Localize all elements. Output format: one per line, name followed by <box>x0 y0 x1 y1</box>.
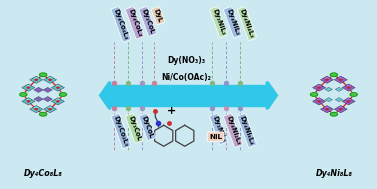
Polygon shape <box>335 87 343 91</box>
Circle shape <box>59 93 67 96</box>
Polygon shape <box>51 84 64 91</box>
Circle shape <box>330 112 337 116</box>
Circle shape <box>49 109 51 110</box>
Polygon shape <box>54 84 62 88</box>
Circle shape <box>318 101 320 102</box>
Circle shape <box>57 101 59 102</box>
Polygon shape <box>315 98 323 101</box>
Polygon shape <box>337 76 345 80</box>
Circle shape <box>20 93 27 96</box>
Text: Dy₂NiL₂: Dy₂NiL₂ <box>211 115 226 143</box>
Text: Dy₄Ni₈L₈: Dy₄Ni₈L₈ <box>316 169 352 178</box>
Circle shape <box>49 79 51 80</box>
Circle shape <box>348 87 350 88</box>
Polygon shape <box>30 106 43 113</box>
Polygon shape <box>32 106 40 109</box>
Polygon shape <box>34 97 43 102</box>
Polygon shape <box>32 76 40 80</box>
Polygon shape <box>46 76 54 80</box>
Polygon shape <box>54 98 62 101</box>
Polygon shape <box>34 87 43 92</box>
Polygon shape <box>345 84 352 88</box>
Polygon shape <box>22 84 35 91</box>
Polygon shape <box>30 76 43 83</box>
Circle shape <box>340 109 342 110</box>
Circle shape <box>330 73 337 77</box>
Polygon shape <box>337 106 345 109</box>
Circle shape <box>340 79 342 80</box>
Polygon shape <box>43 106 57 113</box>
Text: Dy₂CoL: Dy₂CoL <box>140 8 155 35</box>
Circle shape <box>57 87 59 88</box>
Circle shape <box>35 79 37 80</box>
Text: Dy₄Ni₄L₃: Dy₄Ni₄L₃ <box>239 8 255 39</box>
Circle shape <box>27 87 29 88</box>
Circle shape <box>326 79 328 80</box>
Text: +: + <box>167 106 176 116</box>
Polygon shape <box>325 87 333 91</box>
Polygon shape <box>46 106 54 109</box>
FancyArrow shape <box>266 82 277 109</box>
Text: Dy₂NiL₂: Dy₂NiL₂ <box>211 8 226 36</box>
Polygon shape <box>313 98 326 105</box>
Circle shape <box>350 93 357 96</box>
Text: NiL: NiL <box>209 134 222 140</box>
Text: DyCoL: DyCoL <box>140 115 154 139</box>
Circle shape <box>40 112 47 116</box>
Polygon shape <box>22 98 35 105</box>
Polygon shape <box>334 106 347 113</box>
Polygon shape <box>325 98 333 102</box>
Circle shape <box>326 109 328 110</box>
Polygon shape <box>335 98 343 102</box>
Polygon shape <box>51 98 64 105</box>
Circle shape <box>27 101 29 102</box>
Circle shape <box>40 73 47 77</box>
Polygon shape <box>342 84 355 91</box>
Text: Dy₄Co₂L₃: Dy₄Co₂L₃ <box>113 115 129 147</box>
Polygon shape <box>334 76 347 83</box>
Polygon shape <box>323 106 331 109</box>
Text: Dy₄Co₈L₈: Dy₄Co₈L₈ <box>24 169 63 178</box>
Text: Dy(NO₃)₃: Dy(NO₃)₃ <box>167 56 206 65</box>
Text: Dy₄Ni₆L₄: Dy₄Ni₆L₄ <box>239 115 255 146</box>
Text: Dy₃CoL: Dy₃CoL <box>127 115 141 142</box>
Circle shape <box>35 109 37 110</box>
Polygon shape <box>345 98 352 101</box>
Polygon shape <box>43 87 52 92</box>
Circle shape <box>318 87 320 88</box>
Circle shape <box>310 93 318 96</box>
Polygon shape <box>315 84 323 88</box>
Circle shape <box>348 101 350 102</box>
Text: Ni/Co(OAc)₂: Ni/Co(OAc)₂ <box>162 73 211 82</box>
Polygon shape <box>43 97 52 102</box>
Polygon shape <box>313 84 326 91</box>
Text: Dy₄NiL₂: Dy₄NiL₂ <box>225 8 240 36</box>
FancyArrow shape <box>100 82 111 109</box>
Text: Dy₄Co₄L₄: Dy₄Co₄L₄ <box>113 8 129 41</box>
Polygon shape <box>320 76 334 83</box>
Polygon shape <box>320 106 334 113</box>
Text: Dy₄CoL₂: Dy₄CoL₂ <box>127 8 143 38</box>
Polygon shape <box>25 98 32 101</box>
Polygon shape <box>25 84 32 88</box>
Text: DyL: DyL <box>153 8 163 23</box>
Polygon shape <box>323 76 331 80</box>
Polygon shape <box>342 98 355 105</box>
Text: Dy₄Ni₂L₃: Dy₄Ni₂L₃ <box>225 115 241 146</box>
Polygon shape <box>43 76 57 83</box>
